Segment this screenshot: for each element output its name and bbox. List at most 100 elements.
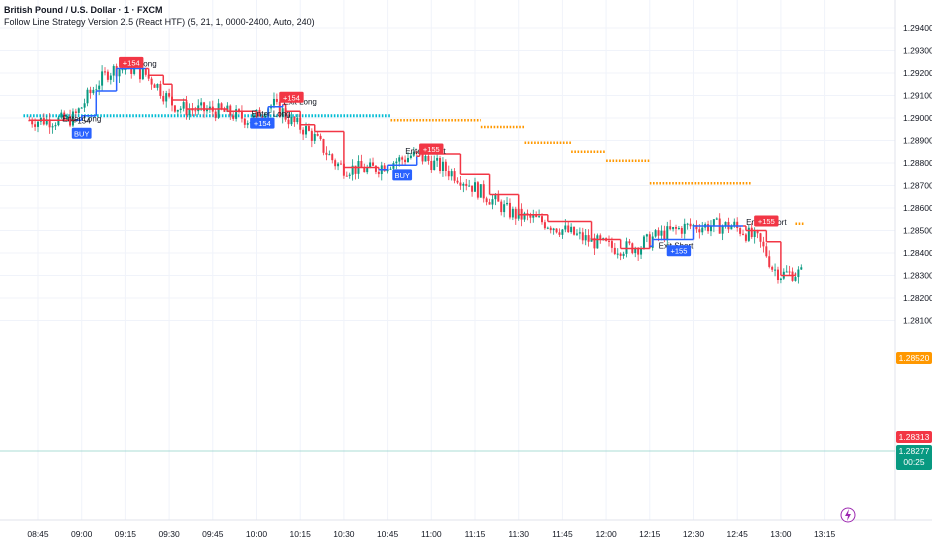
candle-body <box>319 135 322 140</box>
candle-body <box>200 102 203 106</box>
candle-body <box>482 184 485 199</box>
candle-body <box>756 230 759 234</box>
candle-body <box>709 226 712 232</box>
candle-body <box>246 123 249 125</box>
candle-body <box>602 238 605 240</box>
candle-body <box>144 68 147 75</box>
signal-tag-label: BUY <box>74 129 89 138</box>
candle-body <box>264 116 267 118</box>
candle-body <box>753 230 756 237</box>
candle-body <box>322 139 325 153</box>
candle-body <box>794 277 797 281</box>
candle-body <box>235 109 238 119</box>
candle-body <box>538 216 541 218</box>
candle-body <box>171 96 174 106</box>
candle-body <box>89 89 92 94</box>
x-tick-label: 12:00 <box>595 529 617 539</box>
candle-body <box>98 85 101 90</box>
candle-body <box>310 130 313 141</box>
candle-body <box>34 124 37 127</box>
signal-tag-box <box>71 127 92 139</box>
candle-body <box>468 185 471 187</box>
candle-body <box>118 69 121 77</box>
x-tick-label: 12:45 <box>727 529 749 539</box>
candle-body <box>138 63 141 80</box>
candle-body <box>546 227 549 229</box>
candle-body <box>683 223 686 234</box>
candle-body <box>771 266 774 270</box>
candle-body <box>281 108 284 117</box>
candle-body <box>599 235 602 240</box>
candle-body <box>788 271 791 273</box>
candle-body <box>491 199 494 205</box>
candle-body <box>369 162 372 168</box>
candle-body <box>60 112 63 118</box>
candle-body <box>415 151 418 154</box>
candle-body <box>191 109 194 111</box>
candle-body <box>101 71 104 86</box>
symbol-title[interactable]: British Pound / U.S. Dollar · 1 · FXCM <box>4 5 163 15</box>
candle-body <box>293 116 296 123</box>
candle-body <box>739 228 742 234</box>
candle-body <box>366 167 369 173</box>
candle-body <box>648 234 651 248</box>
signal-tag-label: BUY <box>394 171 409 180</box>
candle-body <box>106 71 109 80</box>
candle-body <box>424 155 427 162</box>
candle-body <box>508 202 511 218</box>
signal-tag-label: +155 <box>670 247 687 256</box>
candle-body <box>63 112 66 120</box>
x-tick-label: 09:30 <box>158 529 180 539</box>
price-axis[interactable]: 1.29400 1.29300 1.29200 1.29100 1.29000 1.289… <box>903 23 932 326</box>
y-tick-label: 1.28200 <box>903 293 932 303</box>
signal-tag-label: +154 <box>123 58 140 67</box>
candle-body <box>316 133 319 136</box>
candle-body <box>284 108 287 120</box>
indicator-title[interactable]: Follow Line Strategy Version 2.5 (React … <box>4 17 315 27</box>
grid <box>0 0 895 520</box>
candle-body <box>616 253 619 255</box>
candle-body <box>593 237 596 249</box>
candle-body <box>441 161 444 171</box>
x-tick-label: 10:45 <box>377 529 399 539</box>
candle-body <box>663 230 666 241</box>
trade-annotation: Enter Long <box>251 109 290 118</box>
time-axis[interactable]: 08:45 09:00 09:15 09:30 09:45 10:00 10:15 10:30… <box>27 529 835 539</box>
candle-body <box>404 159 407 163</box>
signal-tag-box <box>250 117 275 129</box>
signal-tag-box <box>119 56 144 68</box>
x-tick-label: 10:30 <box>333 529 355 539</box>
candle-body <box>759 233 762 242</box>
candle-body <box>450 171 453 177</box>
candle-body <box>552 228 555 231</box>
candle-body <box>476 182 479 198</box>
trade-annotation: Enter Long <box>62 114 101 123</box>
x-tick-label: 09:45 <box>202 529 224 539</box>
candle-body <box>374 165 377 172</box>
candle-body <box>497 195 500 202</box>
y-tick-label: 1.28400 <box>903 248 932 258</box>
candle-body <box>112 66 115 76</box>
lightning-icon[interactable] <box>840 507 856 523</box>
signal-tag-label: +155 <box>758 217 775 226</box>
candle-body <box>596 235 599 249</box>
candle-body <box>54 125 57 127</box>
candle-body <box>124 68 127 70</box>
candle-body <box>744 234 747 241</box>
candle-body <box>506 202 509 205</box>
candle-body <box>436 157 439 161</box>
candle-body <box>567 225 570 233</box>
candle-body <box>549 227 552 231</box>
candle-body <box>581 232 584 241</box>
candle-body <box>77 108 80 113</box>
candle-body <box>121 69 124 71</box>
candle-body <box>453 171 456 181</box>
candle-body <box>459 182 462 186</box>
candle-body <box>165 93 168 102</box>
candle-body <box>473 182 476 192</box>
candle-body <box>715 218 718 220</box>
candle-body <box>337 163 340 167</box>
candle-body <box>162 95 165 102</box>
candle-body <box>147 74 150 79</box>
